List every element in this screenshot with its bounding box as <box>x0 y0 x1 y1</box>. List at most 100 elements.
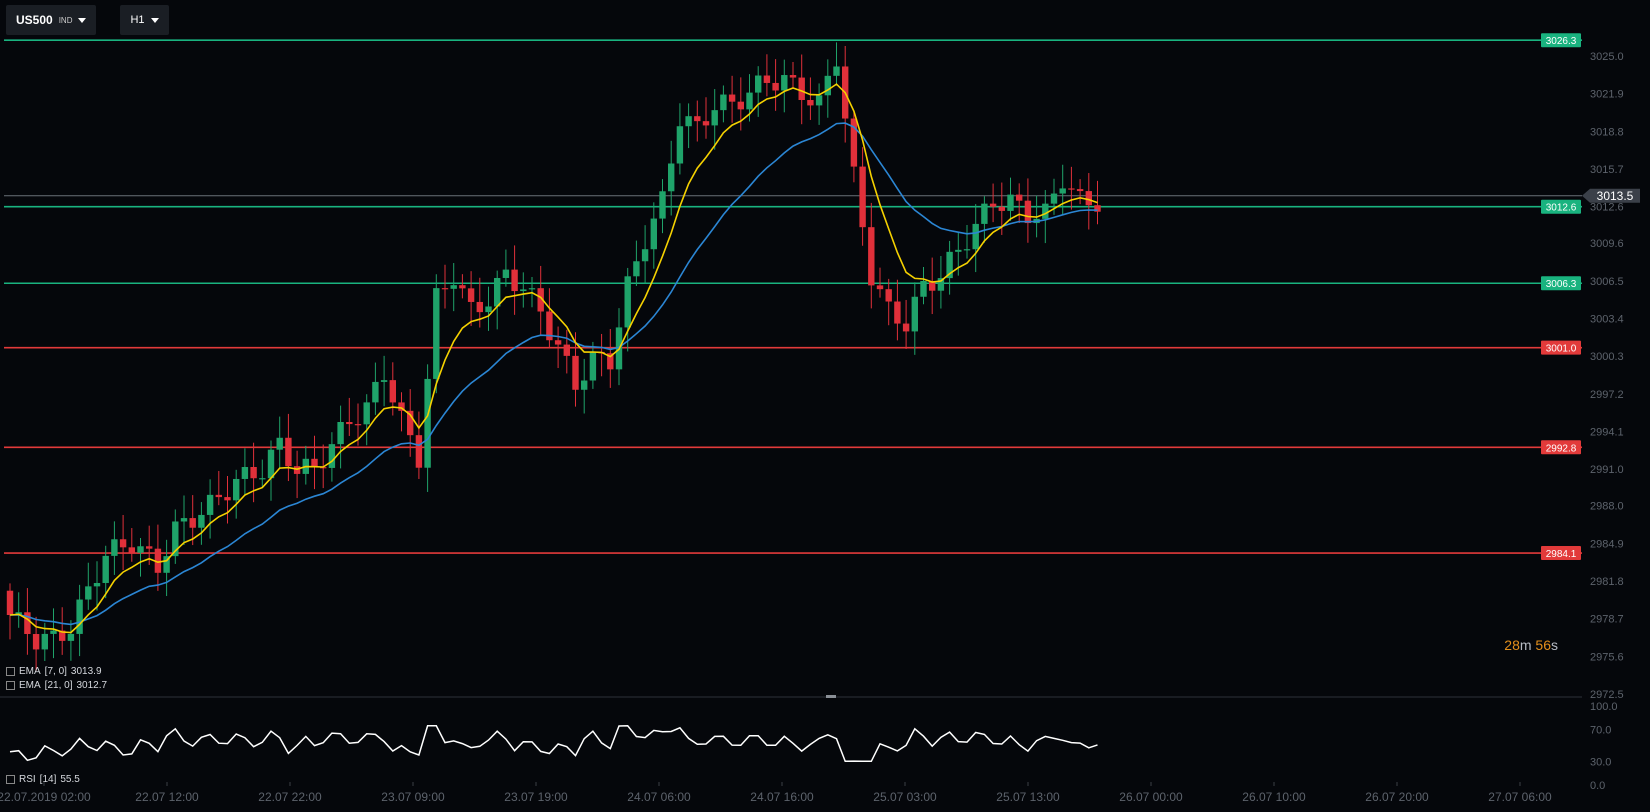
time-tick-label: 25.07 13:00 <box>996 790 1060 804</box>
candle <box>850 118 858 167</box>
candle <box>554 340 562 345</box>
candle <box>233 478 240 501</box>
level-label: 3012.6 <box>1546 203 1577 214</box>
candle <box>963 249 971 251</box>
settings-icon[interactable] <box>6 681 15 690</box>
candle <box>641 249 649 262</box>
candle <box>694 116 701 122</box>
candle <box>876 285 884 290</box>
legend-ema7[interactable]: EMA [7, 0] 3013.9 <box>6 666 102 677</box>
candle <box>668 163 675 192</box>
candle <box>511 269 518 292</box>
candle <box>1076 189 1084 192</box>
level-tag <box>1541 440 1581 455</box>
candle <box>354 424 362 426</box>
candle <box>537 288 544 312</box>
timeframe-selector[interactable]: H1 <box>120 5 169 35</box>
candle <box>24 612 31 635</box>
legend-rsi-value: 55.5 <box>60 774 80 785</box>
candle <box>563 344 570 356</box>
price-tick-label: 3009.6 <box>1590 238 1624 250</box>
candle <box>41 633 48 650</box>
candle <box>894 301 901 324</box>
legend-ema7-label: EMA <box>19 666 41 677</box>
candle <box>459 285 466 289</box>
candle <box>93 582 101 587</box>
level-label: 2992.8 <box>1546 443 1577 454</box>
timer-minutes: 28 <box>1504 637 1520 653</box>
time-tick-label: 24.07 06:00 <box>627 790 691 804</box>
candle <box>189 518 196 528</box>
price-tick-label: 3000.3 <box>1590 351 1624 363</box>
price-tick-label: 3003.4 <box>1590 313 1624 325</box>
candle <box>685 116 692 127</box>
legend-rsi-label: RSI <box>19 774 36 785</box>
candle <box>119 539 127 548</box>
candle <box>720 94 727 111</box>
candle <box>180 518 188 522</box>
settings-icon[interactable] <box>6 667 15 676</box>
candle <box>163 556 170 573</box>
candle <box>206 494 214 515</box>
price-tick-label: 3018.8 <box>1590 126 1624 138</box>
candle <box>467 288 475 302</box>
time-tick-label: 23.07 19:00 <box>504 790 568 804</box>
candle <box>1024 200 1032 224</box>
candle <box>589 351 597 381</box>
candle <box>546 311 553 341</box>
level-tag <box>1541 33 1581 48</box>
price-tick-label: 3021.9 <box>1590 89 1624 101</box>
candle <box>372 381 379 403</box>
candle <box>450 285 457 289</box>
rsi-tick-label: 30.0 <box>1590 756 1611 768</box>
candle <box>911 296 918 332</box>
time-tick-label: 22.07 22:00 <box>258 790 322 804</box>
price-tick-label: 2984.9 <box>1590 538 1624 550</box>
candle <box>293 466 301 474</box>
legend-ema21-value: 3012.7 <box>76 680 108 691</box>
candle <box>59 630 66 641</box>
price-tick-label: 3006.5 <box>1590 276 1624 288</box>
legend-rsi[interactable]: RSI [14] 55.5 <box>6 774 80 785</box>
rsi-tick-label: 0.0 <box>1590 780 1605 792</box>
candle <box>955 249 962 252</box>
level-tag <box>1541 546 1581 561</box>
candle <box>650 218 657 250</box>
candle <box>32 634 40 650</box>
candle <box>137 546 144 553</box>
candle <box>267 449 275 479</box>
time-tick-label: 26.07 20:00 <box>1365 790 1429 804</box>
candle <box>728 94 736 102</box>
symbol-selector[interactable]: US500 IND <box>6 5 97 35</box>
candle <box>67 633 75 641</box>
time-tick-label: 24.07 16:00 <box>750 790 814 804</box>
symbol-name: US500 <box>16 13 53 27</box>
candle <box>398 402 405 411</box>
candle <box>198 514 205 528</box>
settings-icon[interactable] <box>6 775 15 784</box>
candle <box>6 590 14 616</box>
candle <box>415 435 423 468</box>
price-tick-label: 3012.6 <box>1590 202 1624 214</box>
candle <box>1050 193 1058 204</box>
price-tick-label: 2981.8 <box>1590 576 1624 588</box>
candle <box>259 478 266 480</box>
candle <box>276 437 283 450</box>
candle <box>154 548 162 573</box>
candle <box>1085 191 1092 206</box>
legend-ema7-params: [7, 0] <box>44 666 67 677</box>
level-tag <box>1541 340 1581 355</box>
level-tag <box>1541 199 1581 214</box>
candle <box>111 539 118 556</box>
legend-ema21[interactable]: EMA [21, 0] 3012.7 <box>6 680 107 691</box>
time-tick-label: 22.07 12:00 <box>135 790 199 804</box>
current-price-label: 3013.5 <box>1597 189 1634 203</box>
chevron-down-icon <box>150 17 159 23</box>
candle <box>128 547 135 553</box>
candle <box>998 206 1005 211</box>
candle <box>676 126 684 164</box>
candle <box>1016 194 1023 201</box>
candle <box>981 203 988 224</box>
candle <box>781 75 788 91</box>
